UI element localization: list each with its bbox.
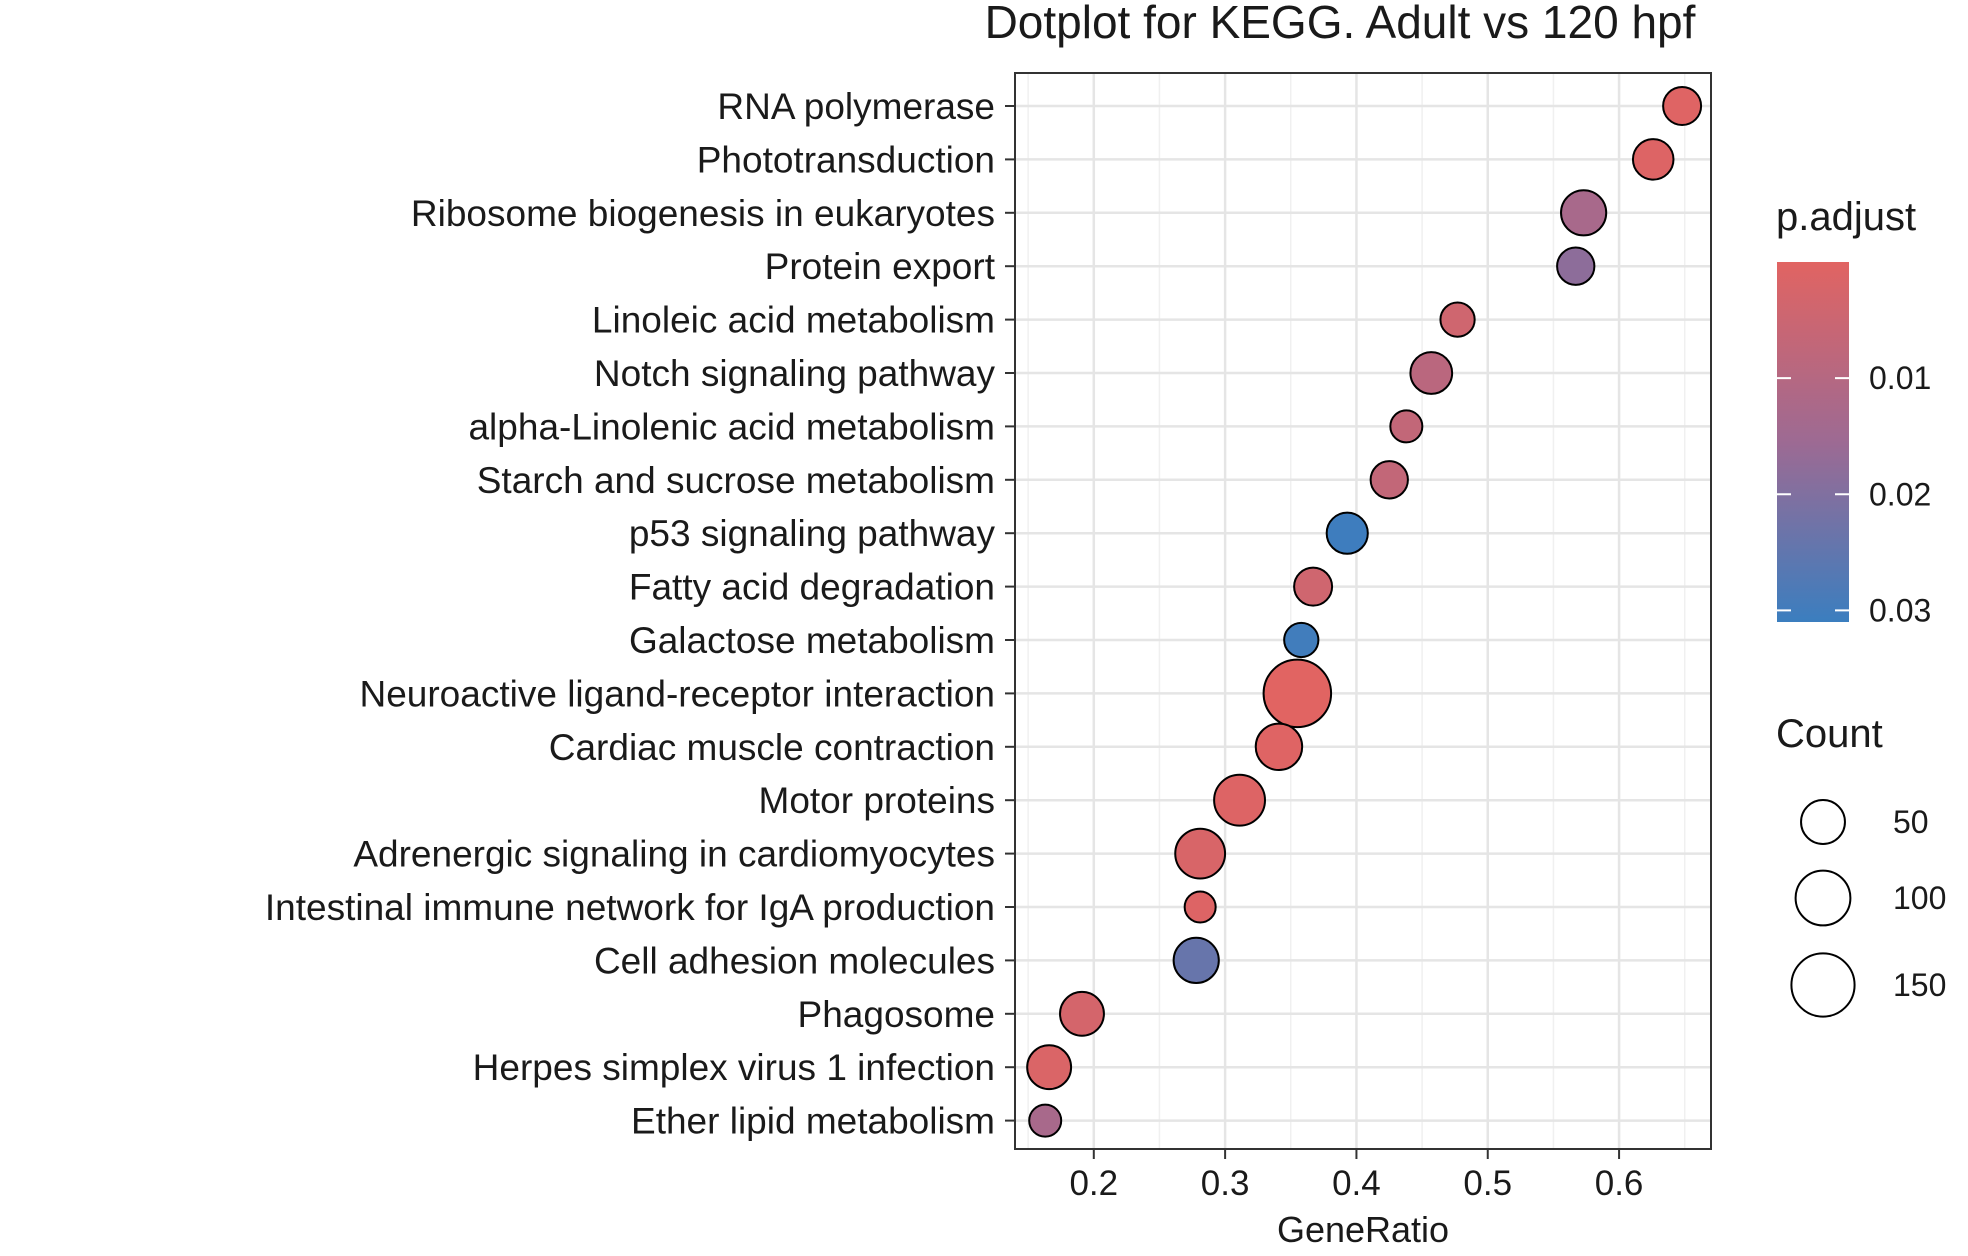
color-legend: p.adjust 0.01 0.02 0.03: [1776, 195, 1931, 628]
x-tick-label: 0.4: [1332, 1164, 1381, 1203]
y-tick-label: alpha-Linolenic acid metabolism: [468, 406, 995, 447]
x-tick-label: 0.5: [1463, 1164, 1512, 1203]
data-point: [1262, 658, 1333, 729]
data-point: [1254, 722, 1304, 772]
y-tick-label: Phototransduction: [697, 139, 995, 180]
data-point: [1369, 460, 1409, 500]
color-legend-title: p.adjust: [1776, 195, 1916, 239]
data-point: [1409, 351, 1454, 395]
data-point: [1631, 138, 1675, 181]
data-point: [1172, 936, 1220, 984]
data-point: [1174, 827, 1227, 880]
y-tick-label: Intestinal immune network for IgA produc…: [265, 887, 995, 928]
y-tick-label: Fatty acid degradation: [629, 567, 995, 608]
size-legend-label: 50: [1893, 804, 1929, 840]
x-tick-label: 0.3: [1201, 1164, 1250, 1203]
data-point: [1028, 1103, 1063, 1138]
color-scale-label: 0.03: [1869, 592, 1931, 628]
data-point: [1662, 86, 1703, 126]
y-tick-label: Ether lipid metabolism: [631, 1101, 995, 1142]
data-point: [1556, 246, 1596, 286]
data-point: [1389, 409, 1424, 444]
data-points: [1026, 86, 1703, 1138]
size-legend-circle: [1790, 952, 1856, 1018]
plot-panel: [1015, 73, 1711, 1149]
size-legend-title: Count: [1776, 712, 1883, 756]
data-point: [1293, 566, 1334, 607]
data-point: [1283, 621, 1320, 659]
data-point: [1059, 990, 1105, 1037]
data-point: [1439, 301, 1476, 338]
axes: 0.2 0.3 0.4 0.5 0.6 RNA polymerase Phototransd…: [265, 72, 1712, 1203]
size-legend-circle: [1800, 799, 1846, 845]
y-tick-label: Neuroactive ligand-receptor interaction: [359, 673, 995, 714]
y-tick-label: Galactose metabolism: [629, 620, 995, 661]
color-scale-bar: [1777, 262, 1849, 622]
x-tick-label: 0.2: [1069, 1164, 1118, 1203]
x-tick-label: 0.6: [1595, 1164, 1644, 1203]
size-legend-circle: [1794, 869, 1852, 927]
color-scale-label: 0.01: [1869, 360, 1931, 396]
data-point: [1213, 773, 1266, 827]
panel-border: [1014, 72, 1712, 1150]
size-legend-label: 100: [1893, 880, 1946, 916]
size-legend: Count 50 100 150: [1776, 712, 1946, 1018]
y-tick-label: Starch and sucrose metabolism: [477, 460, 995, 501]
y-tick-label: Cell adhesion molecules: [594, 940, 995, 981]
y-tick-label: Cardiac muscle contraction: [549, 727, 995, 768]
data-point: [1026, 1044, 1073, 1091]
y-tick-label: Herpes simplex virus 1 infection: [473, 1047, 995, 1088]
size-legend-label: 150: [1893, 967, 1946, 1003]
y-tick-label: p53 signaling pathway: [629, 513, 996, 554]
y-tick-label: Phagosome: [798, 994, 995, 1035]
y-tick-label: Notch signaling pathway: [594, 353, 996, 394]
y-tick-label: Protein export: [765, 246, 996, 287]
color-scale-label: 0.02: [1869, 476, 1931, 512]
data-point: [1325, 511, 1369, 555]
y-tick-label: Adrenergic signaling in cardiomyocytes: [353, 834, 995, 875]
y-tick-label: Linoleic acid metabolism: [592, 300, 995, 341]
data-point: [1183, 890, 1217, 924]
x-axis-label: GeneRatio: [1277, 1209, 1449, 1250]
y-tick-label: RNA polymerase: [717, 86, 995, 127]
y-tick-label: Motor proteins: [759, 780, 996, 821]
data-point: [1560, 189, 1608, 237]
y-tick-label: Ribosome biogenesis in eukaryotes: [411, 193, 995, 234]
chart-title: Dotplot for KEGG. Adult vs 120 hpf: [985, 0, 1696, 48]
